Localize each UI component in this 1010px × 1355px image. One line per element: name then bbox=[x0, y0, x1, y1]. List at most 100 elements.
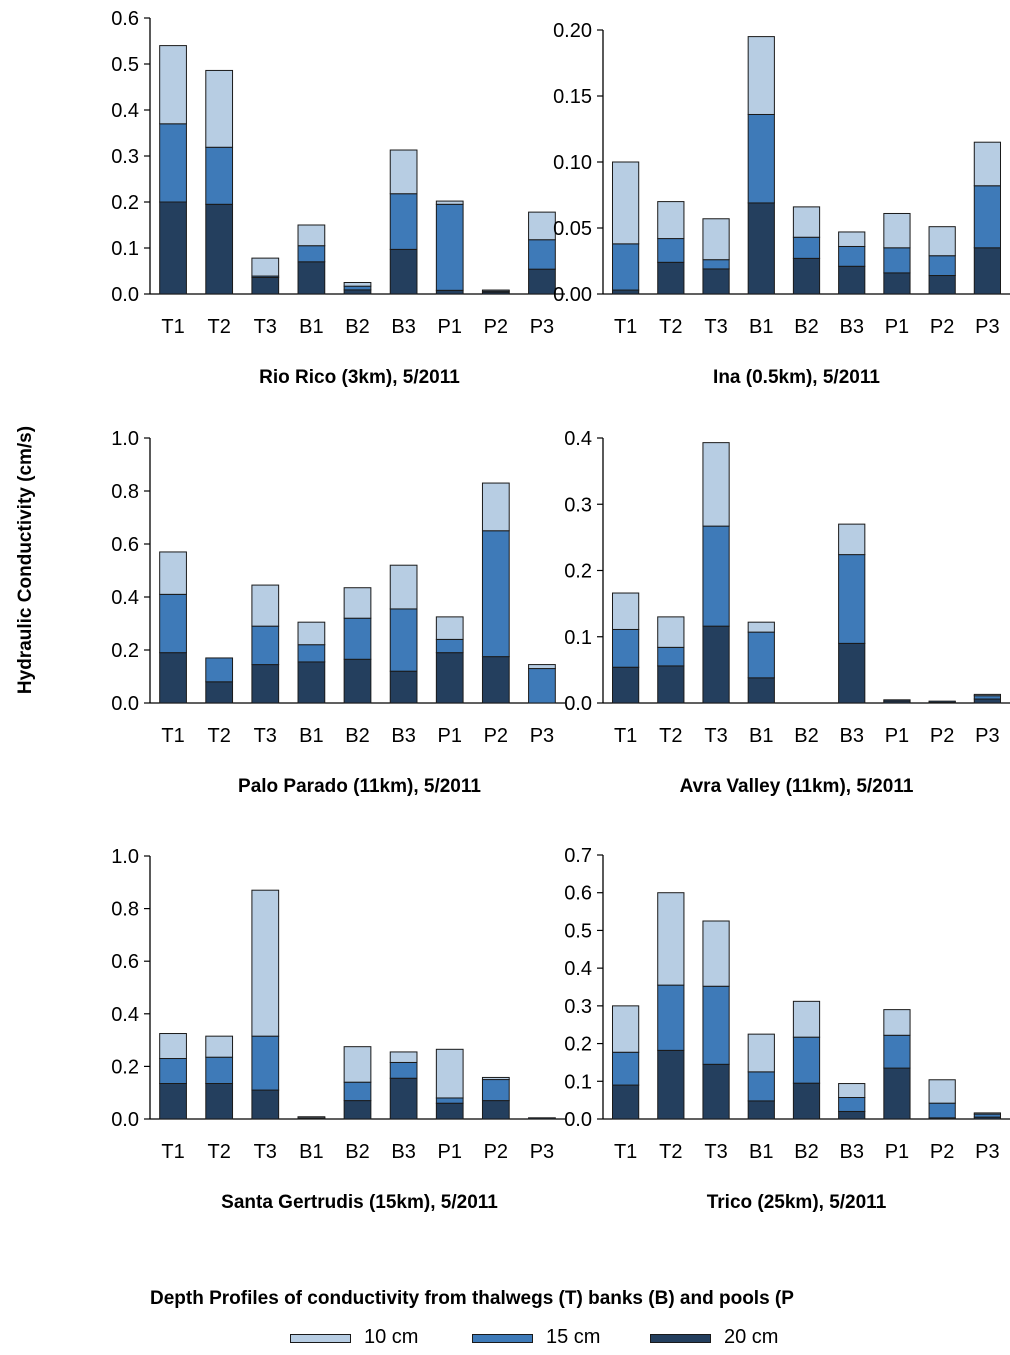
bar-t1-15cm bbox=[611, 243, 640, 291]
chart-panel-1: 0.0 0.1 0.2 0.3 0.4 0.5 0.6 T1 T2 T3 B1 B2 B3 P1 P2 P3 R… bbox=[111, 8, 565, 388]
y-axis-label: Hydraulic Conductivity (cm/s) bbox=[6, 426, 46, 694]
bar-t2-15cm bbox=[657, 238, 685, 263]
y-tick-label: 0.0 bbox=[111, 284, 139, 306]
bar-t2-10cm bbox=[657, 616, 685, 648]
bar-t1-15cm bbox=[159, 123, 187, 203]
bar-b2-10cm bbox=[343, 282, 372, 287]
bar-t1-10cm bbox=[159, 45, 187, 125]
bar-t1-20cm bbox=[611, 666, 640, 704]
x-tick-label: T2 bbox=[659, 725, 682, 747]
y-tick-label: 0.10 bbox=[553, 152, 592, 174]
x-tick-label: P3 bbox=[530, 725, 554, 747]
y-tick-label: 0.4 bbox=[111, 587, 139, 609]
bar-b1-10cm bbox=[297, 224, 326, 247]
y-tick-label: 0.3 bbox=[564, 494, 592, 516]
bar-b3-20cm bbox=[389, 670, 418, 704]
bar-b2-10cm bbox=[343, 1046, 372, 1083]
bar-p3-15cm bbox=[973, 185, 1002, 249]
bar-t2-15cm bbox=[657, 646, 685, 667]
bar-b3-20cm bbox=[389, 248, 418, 295]
y-tick-label: 0.4 bbox=[564, 428, 592, 450]
y-tick-label: 0.1 bbox=[111, 238, 139, 260]
x-tick-label: T2 bbox=[207, 725, 230, 747]
chart-panel-5: 0.0 0.2 0.4 0.6 0.8 1.0 T1 T2 T3 B1 B2 B3 P1 P2 P3 Sant… bbox=[111, 846, 565, 1213]
y-tick-label: 0.15 bbox=[553, 86, 592, 108]
chart-panel-6: 0.0 0.1 0.2 0.3 0.4 0.5 0.6 0.7 T1 T2 T3 B1 B2 B3 P1 P2… bbox=[564, 845, 1010, 1213]
bar-b2-20cm bbox=[792, 1082, 821, 1120]
bar-t1-20cm bbox=[611, 1084, 640, 1120]
x-tick-label: B3 bbox=[839, 316, 863, 338]
x-tick-label: B2 bbox=[794, 316, 818, 338]
bar-p3-20cm bbox=[528, 268, 556, 295]
bar-p1-10cm bbox=[435, 1048, 464, 1099]
legend-label-10cm: 10 cm bbox=[364, 1326, 419, 1348]
bar-b3-10cm bbox=[838, 523, 866, 556]
y-tick-label: 0.2 bbox=[111, 192, 139, 214]
y-tick-label: 0.8 bbox=[111, 481, 139, 503]
bar-p1-20cm bbox=[883, 1067, 911, 1120]
bar-t1-15cm bbox=[159, 1058, 187, 1084]
bar-t1-20cm bbox=[611, 289, 640, 295]
bar-t3-15cm bbox=[702, 525, 730, 627]
x-tick-label: T2 bbox=[659, 316, 682, 338]
bar-p3-10cm bbox=[528, 211, 556, 241]
bar-p1-15cm bbox=[883, 699, 911, 702]
bar-t2-10cm bbox=[657, 892, 685, 986]
bar-t2-15cm bbox=[205, 657, 234, 683]
y-tick-label: 0.8 bbox=[111, 899, 139, 921]
x-tick-label: B2 bbox=[794, 1141, 818, 1163]
bar-p3-15cm bbox=[528, 239, 556, 270]
chart-panel-3: 0.0 0.2 0.4 0.6 0.8 1.0 T1 T2 T3 B1 B2 B3 P1 P2 P3 Palo… bbox=[111, 428, 565, 797]
bar-p2-10cm bbox=[481, 289, 510, 292]
x-tick-label: P2 bbox=[930, 316, 954, 338]
chart-title: Ina (0.5km), 5/2011 bbox=[713, 367, 880, 388]
x-tick-label: T3 bbox=[704, 725, 727, 747]
y-tick-label: 0.6 bbox=[111, 534, 139, 556]
bar-p1-10cm bbox=[883, 1009, 911, 1036]
bar-b3-15cm bbox=[838, 1097, 866, 1112]
bar-t3-15cm bbox=[251, 625, 280, 666]
bar-p1-20cm bbox=[435, 289, 464, 295]
bar-b2-20cm bbox=[343, 289, 372, 295]
x-tick-label: T2 bbox=[207, 316, 230, 338]
x-tick-label: B3 bbox=[391, 725, 415, 747]
x-tick-label: B3 bbox=[391, 1141, 415, 1163]
bar-p1-10cm bbox=[435, 200, 464, 205]
bar-p1-10cm bbox=[883, 212, 911, 249]
x-tick-label: B1 bbox=[749, 1141, 773, 1163]
y-tick-label: 0.3 bbox=[111, 146, 139, 168]
bar-t1-20cm bbox=[159, 1082, 187, 1120]
chart-title: Palo Parado (11km), 5/2011 bbox=[238, 776, 481, 797]
x-tick-label: T1 bbox=[614, 725, 637, 747]
bar-p3-10cm bbox=[973, 141, 1002, 187]
x-tick-label: T3 bbox=[254, 316, 277, 338]
bar-p1-20cm bbox=[883, 272, 911, 295]
y-tick-label: 0.2 bbox=[564, 561, 592, 583]
bar-p3-15cm bbox=[528, 668, 556, 704]
bar-b1-20cm bbox=[747, 1100, 775, 1120]
bar-b1-15cm bbox=[747, 631, 775, 679]
y-tick-label: 0.3 bbox=[564, 996, 592, 1018]
x-tick-label: P3 bbox=[530, 1141, 554, 1163]
bar-b3-10cm bbox=[389, 564, 418, 610]
bar-t3-10cm bbox=[251, 889, 280, 1037]
y-tick-label: 0.20 bbox=[553, 20, 592, 42]
bar-b1-15cm bbox=[297, 644, 326, 663]
legend-label-15cm: 15 cm bbox=[546, 1326, 601, 1348]
bar-t2-15cm bbox=[205, 146, 234, 205]
x-tick-label: T1 bbox=[161, 1141, 184, 1163]
bar-t3-20cm bbox=[251, 664, 280, 704]
bar-b3-15cm bbox=[389, 608, 418, 672]
bar-t3-20cm bbox=[251, 1089, 280, 1120]
bar-t2-10cm bbox=[657, 201, 685, 240]
bar-b1-10cm bbox=[297, 1116, 326, 1119]
x-tick-label: P1 bbox=[437, 316, 461, 338]
bar-p2-15cm bbox=[481, 1079, 510, 1102]
bar-t3-20cm bbox=[702, 1063, 730, 1120]
y-tick-label: 0.0 bbox=[564, 1109, 592, 1131]
bar-b3-20cm bbox=[838, 642, 866, 704]
bar-b2-15cm bbox=[343, 285, 372, 291]
x-tick-label: P1 bbox=[885, 725, 909, 747]
x-tick-label: B1 bbox=[749, 316, 773, 338]
